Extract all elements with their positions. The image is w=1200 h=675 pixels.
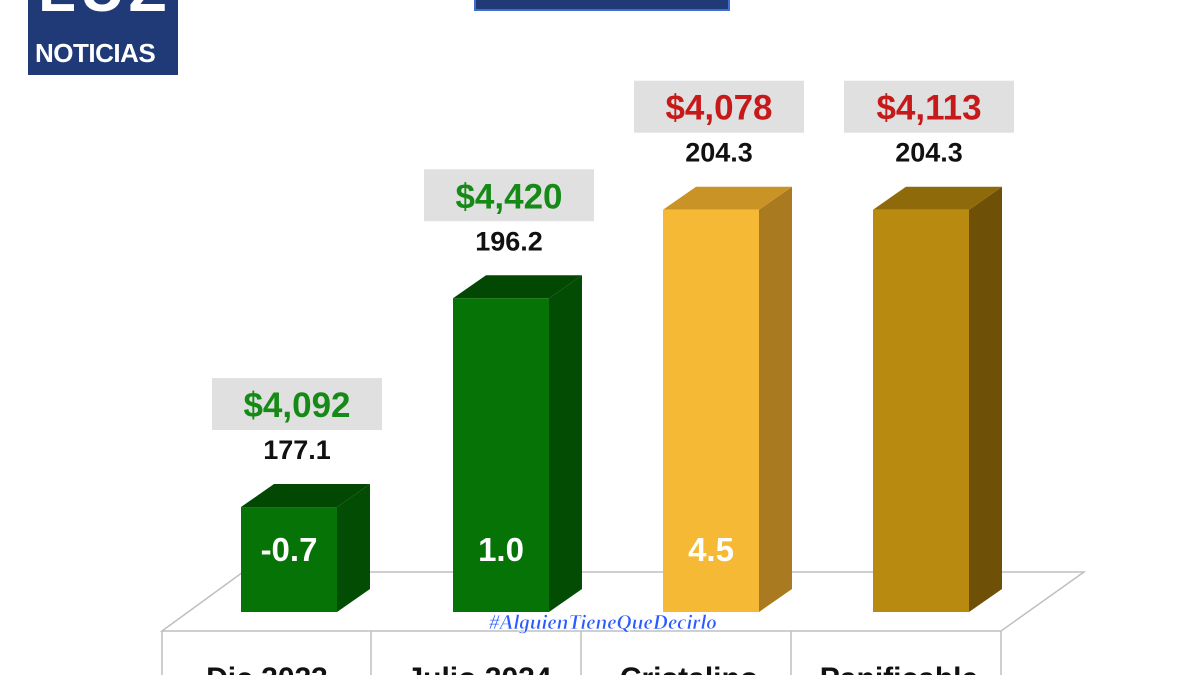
- category-label-2: Julio 2024: [406, 662, 551, 675]
- bar-value-label-4: 204.3: [895, 138, 963, 168]
- luz-noticias-logo: LUZ NOTICIAS: [28, 0, 178, 75]
- category-label-4: Panificable: [820, 662, 978, 675]
- bar-3: [663, 209, 759, 613]
- bar-inner-label-2: 1.0: [478, 531, 524, 568]
- price-label-4: $4,113: [876, 89, 981, 128]
- price-box-4: [844, 80, 1014, 133]
- chart-floor: [159, 571, 1087, 632]
- bar-value-label-1: 177.1: [263, 435, 331, 465]
- bar-value-label-2: 196.2: [475, 226, 543, 256]
- bar-inner-label-1: -0.7: [261, 531, 318, 568]
- bar-top-3: [663, 186, 792, 210]
- price-label-1: $4,092: [243, 386, 350, 425]
- watermark-hashtag: #AlguienTieneQueDecirlo: [488, 610, 717, 634]
- logo-line1: LUZ: [38, 0, 171, 26]
- bar-side-1: [337, 484, 370, 612]
- bar-side-2: [549, 275, 582, 612]
- bar-top-1: [241, 484, 370, 508]
- price-box-3: [634, 80, 804, 133]
- category-label-3: Cristalino: [620, 662, 758, 675]
- price-box-1: [212, 378, 382, 431]
- bar-2: [453, 298, 549, 612]
- bar-4: [873, 209, 969, 613]
- bar-side-3: [759, 186, 792, 613]
- price-label-2: $4,420: [455, 177, 562, 216]
- category-label-1: Dic 2023: [206, 662, 328, 675]
- price-label-3: $4,078: [665, 89, 772, 128]
- bar-top-4: [873, 186, 1002, 210]
- bar-top-2: [453, 275, 582, 299]
- bar-value-label-3: 204.3: [685, 138, 753, 168]
- price-box-2: [424, 169, 594, 222]
- bar-1: [241, 507, 337, 612]
- bar-inner-label-3: 4.5: [688, 531, 734, 568]
- logo-line2: NOTICIAS: [35, 38, 156, 68]
- bar-side-4: [969, 186, 1002, 613]
- header-banner: [474, 0, 730, 11]
